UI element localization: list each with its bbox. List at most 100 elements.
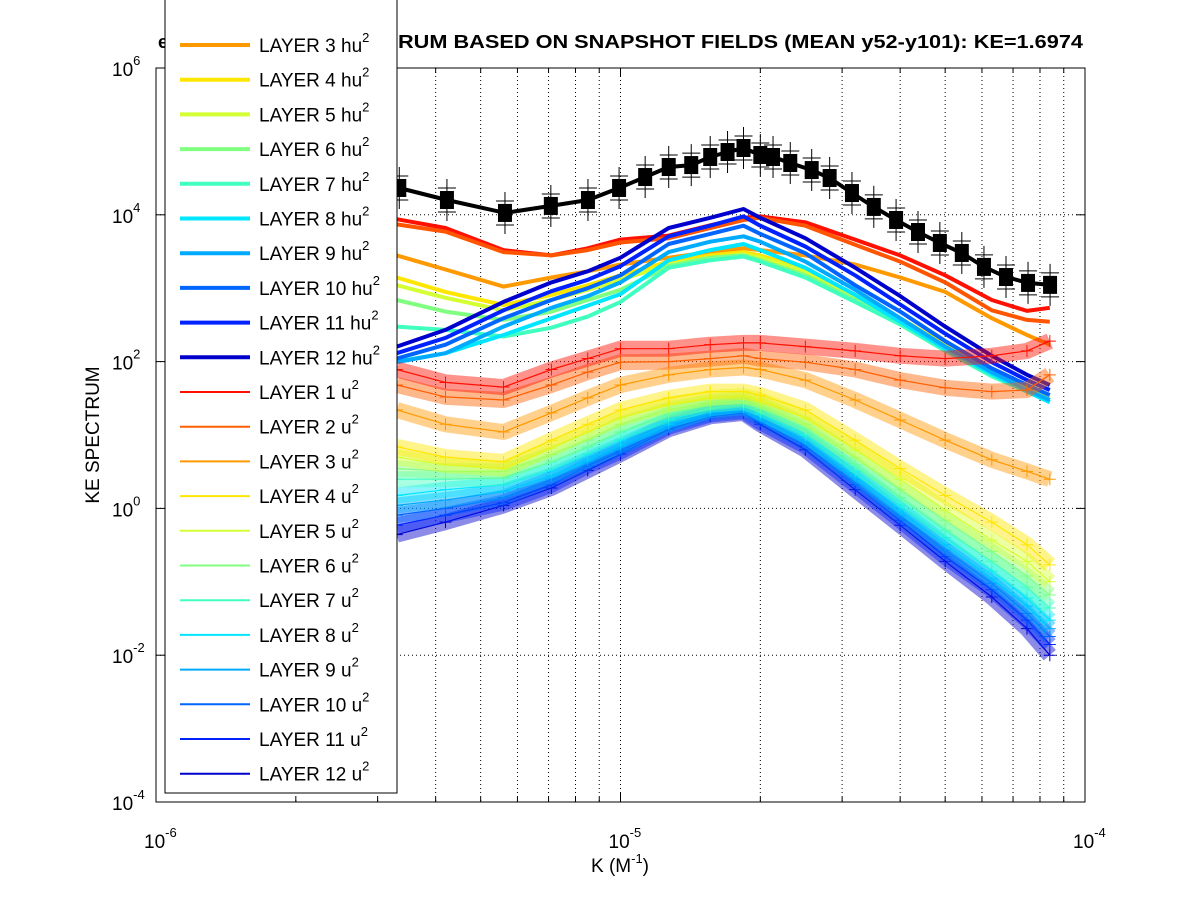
series-marker <box>581 418 594 431</box>
series-layer-1-u2 <box>390 333 1056 396</box>
series-marker <box>939 504 952 517</box>
legend-item[interactable]: LAYER 11 u2 <box>180 724 368 751</box>
legend-label-sup: 2 <box>362 30 369 45</box>
total-ke-marker-cluster <box>783 153 798 172</box>
legend-item[interactable]: LAYER 8 u2 <box>180 620 359 647</box>
legend-item[interactable]: LAYER 11 hu2 <box>180 308 379 335</box>
x-tick-label: 10-6 <box>144 825 177 853</box>
series-marker <box>1043 575 1056 588</box>
legend-item[interactable]: LAYER 5 hu2 <box>180 99 369 126</box>
tick-base: 10 <box>112 500 133 521</box>
total-ke-marker-cluster <box>736 138 751 157</box>
legend-item[interactable]: LAYER 3 hu2 <box>180 30 369 57</box>
total-ke-marker-cluster <box>638 168 653 187</box>
total-ke-marker <box>1019 285 1038 304</box>
series-marker <box>614 378 627 391</box>
legend-item[interactable]: LAYER 4 u2 <box>180 481 359 508</box>
legend-label: LAYER 1 u2 <box>259 377 359 404</box>
series-marker <box>1043 614 1056 627</box>
total-ke-marker <box>930 245 949 264</box>
series-marker <box>754 363 767 376</box>
series-marker <box>1020 384 1033 397</box>
x-tick-label: 10-5 <box>609 825 642 853</box>
series-marker <box>704 363 717 376</box>
tick-base: 10 <box>112 60 133 81</box>
series-marker <box>1043 558 1056 571</box>
legend-item[interactable]: LAYER 2 u2 <box>180 412 359 439</box>
legend-item[interactable]: LAYER 5 u2 <box>180 516 359 543</box>
total-ke-marker <box>974 269 993 288</box>
legend-label-sup: 2 <box>352 551 359 566</box>
series-marker <box>754 336 767 349</box>
total-ke-marker <box>610 190 629 209</box>
total-ke-marker <box>751 157 770 176</box>
series-marker <box>737 336 750 349</box>
series-line-layer-10-hu2 <box>396 223 1051 397</box>
legend-label-sup: 2 <box>352 585 359 600</box>
legend-item[interactable]: LAYER 8 hu2 <box>180 204 369 231</box>
legend-label-sup: 2 <box>352 516 359 531</box>
legend-label-text: LAYER 7 u <box>259 591 352 612</box>
legend-item[interactable]: LAYER 12 u2 <box>180 759 369 786</box>
legend-item[interactable]: LAYER 6 u2 <box>180 551 359 578</box>
series-marker <box>799 403 812 416</box>
total-ke-marker <box>541 184 560 203</box>
chart-title-part-left: e <box>158 32 168 52</box>
series-marker <box>939 489 952 502</box>
total-ke-marker-cluster <box>753 145 768 164</box>
series-marker <box>439 483 452 496</box>
legend-item[interactable]: LAYER 9 hu2 <box>180 238 369 265</box>
legend-item[interactable]: LAYER 6 hu2 <box>180 134 369 161</box>
series-marker <box>1020 555 1033 568</box>
series-marker <box>894 462 907 475</box>
tick-base: 10 <box>609 832 630 853</box>
total-ke-marker <box>578 179 597 198</box>
legend-item[interactable]: LAYER 1 u2 <box>180 377 359 404</box>
legend-item[interactable]: LAYER 7 u2 <box>180 585 359 612</box>
x-tick-label: 10-4 <box>1073 825 1106 853</box>
total-ke-marker <box>864 209 883 228</box>
total-ke-marker <box>930 221 949 240</box>
series-line-layer-11-hu2 <box>396 214 1051 392</box>
legend-item[interactable]: LAYER 7 hu2 <box>180 169 369 196</box>
legend-label-sup: 2 <box>362 759 369 774</box>
y-tick-label: 102 <box>112 347 140 375</box>
series-marker <box>939 381 952 394</box>
legend-item[interactable]: LAYER 9 u2 <box>180 655 359 682</box>
x-axis-label-sup: -1 <box>631 851 643 866</box>
legend-item[interactable]: LAYER 3 u2 <box>180 446 359 473</box>
total-ke-marker <box>764 160 783 178</box>
legend-label-sup: 2 <box>362 134 369 149</box>
series-marker <box>545 434 558 447</box>
legend-item[interactable]: LAYER 10 hu2 <box>180 273 380 300</box>
legend-label-sup: 2 <box>352 481 359 496</box>
legend-label-sup: 2 <box>362 204 369 219</box>
total-ke-marker-cluster <box>911 222 926 241</box>
total-ke-marker <box>718 155 737 174</box>
total-ke-marker <box>909 211 928 229</box>
legend-label-text: LAYER 6 hu <box>259 140 362 161</box>
total-ke-marker <box>842 196 861 215</box>
total-ke-marker <box>952 231 971 250</box>
series-marker <box>545 363 558 376</box>
series-marker <box>704 352 717 365</box>
legend-label-text: LAYER 5 hu <box>259 105 362 126</box>
x-axis-label: K (M-1) <box>591 851 649 877</box>
series-layer <box>390 126 1060 662</box>
total-ke-marker <box>887 198 906 217</box>
series-marker <box>1043 368 1056 381</box>
total-ke-marker <box>802 149 821 168</box>
total-ke-marker <box>764 136 783 154</box>
series-marker <box>939 434 952 447</box>
series-marker <box>581 391 594 404</box>
legend-label-sup: 2 <box>352 377 359 392</box>
legend-item[interactable]: LAYER 10 u2 <box>180 689 369 716</box>
legend-item[interactable]: LAYER 4 hu2 <box>180 65 369 92</box>
y-axis-label: KE SPECTRUM <box>83 366 104 503</box>
legend-label-text: LAYER 11 hu <box>259 314 371 335</box>
total-ke-marker <box>636 156 655 175</box>
legend-item[interactable]: LAYER 12 hu2 <box>180 342 380 369</box>
total-ke-marker <box>820 157 839 176</box>
